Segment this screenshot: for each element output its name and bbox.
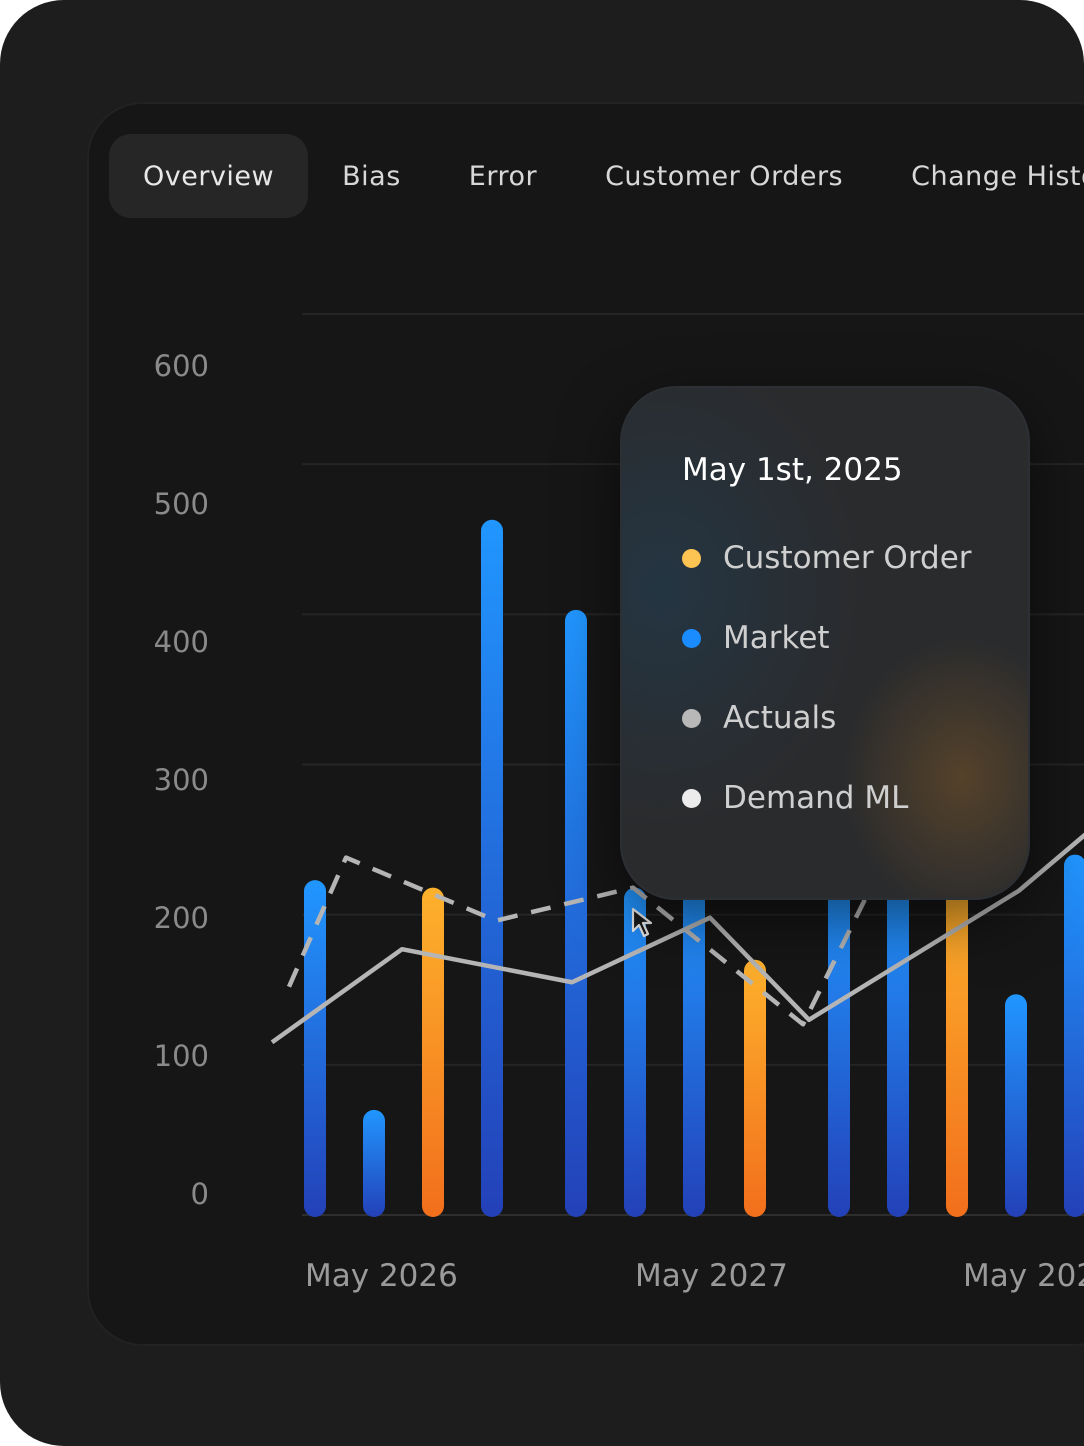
forecast-chart: 600 500 400 300 200 100 0 May 2026 May 2… — [154, 313, 1084, 1294]
legend-demand-ml: Demand ML — [682, 778, 908, 818]
line-series — [270, 832, 1084, 1045]
tab-bias[interactable]: Bias — [342, 160, 401, 192]
legend-customer-order: Customer Order — [682, 538, 972, 578]
customer-order-bar[interactable] — [744, 959, 766, 1217]
y-tick-label: 200 — [154, 901, 209, 935]
demand-ml-line — [286, 855, 879, 1027]
market-bar[interactable] — [565, 609, 587, 1217]
y-tick-label: 400 — [154, 625, 209, 659]
y-tick-label: 600 — [154, 349, 209, 383]
market-bar[interactable] — [481, 519, 503, 1217]
legend-label: Market — [723, 620, 830, 656]
market-bar[interactable] — [624, 887, 646, 1217]
market-bar[interactable] — [1064, 854, 1084, 1217]
customer-order-dot — [682, 548, 701, 568]
y-tick-label: 100 — [154, 1039, 209, 1073]
demand-ml-dot — [682, 788, 701, 808]
market-bar[interactable] — [304, 880, 326, 1217]
actuals-dot — [682, 708, 701, 728]
chart-tooltip: May 1st, 2025 Customer Order Market Actu… — [620, 386, 1030, 900]
legend-actuals: Actuals — [682, 698, 836, 738]
legend-label: Demand ML — [723, 780, 909, 816]
legend-label: Actuals — [723, 700, 837, 736]
y-axis: 600 500 400 300 200 100 0 — [154, 349, 209, 1211]
x-tick-label: May 2027 — [635, 1258, 788, 1294]
x-axis: May 2026 May 2027 May 2028 — [305, 1258, 1084, 1294]
tab-error[interactable]: Error — [468, 160, 538, 192]
tab-change-history[interactable]: Change History — [911, 160, 1084, 192]
market-bar[interactable] — [887, 884, 909, 1217]
customer-order-bar[interactable] — [946, 884, 968, 1217]
y-tick-label: 500 — [154, 487, 209, 521]
tooltip-date: May 1st, 2025 — [682, 452, 903, 488]
forecast-panel: Overview Bias Error Customer Orders Chan… — [87, 102, 1084, 1346]
tab-bar: Overview Bias Error Customer Orders Chan… — [109, 134, 1084, 218]
cursor-icon — [631, 907, 653, 938]
market-bar[interactable] — [363, 1109, 385, 1217]
customer-order-bar[interactable] — [422, 887, 444, 1217]
x-tick-label: May 2026 — [305, 1258, 458, 1294]
market-bar[interactable] — [683, 884, 705, 1217]
tab-overview[interactable]: Overview — [109, 134, 309, 218]
market-bar[interactable] — [1005, 994, 1027, 1217]
market-dot — [682, 628, 701, 648]
actuals-line — [270, 832, 1084, 1045]
legend-market: Market — [682, 618, 830, 658]
x-tick-label: May 2028 — [963, 1258, 1084, 1294]
legend-label: Customer Order — [723, 540, 972, 576]
y-tick-label: 0 — [191, 1177, 209, 1211]
tab-customer-orders[interactable]: Customer Orders — [605, 160, 844, 192]
y-tick-label: 300 — [154, 763, 209, 797]
